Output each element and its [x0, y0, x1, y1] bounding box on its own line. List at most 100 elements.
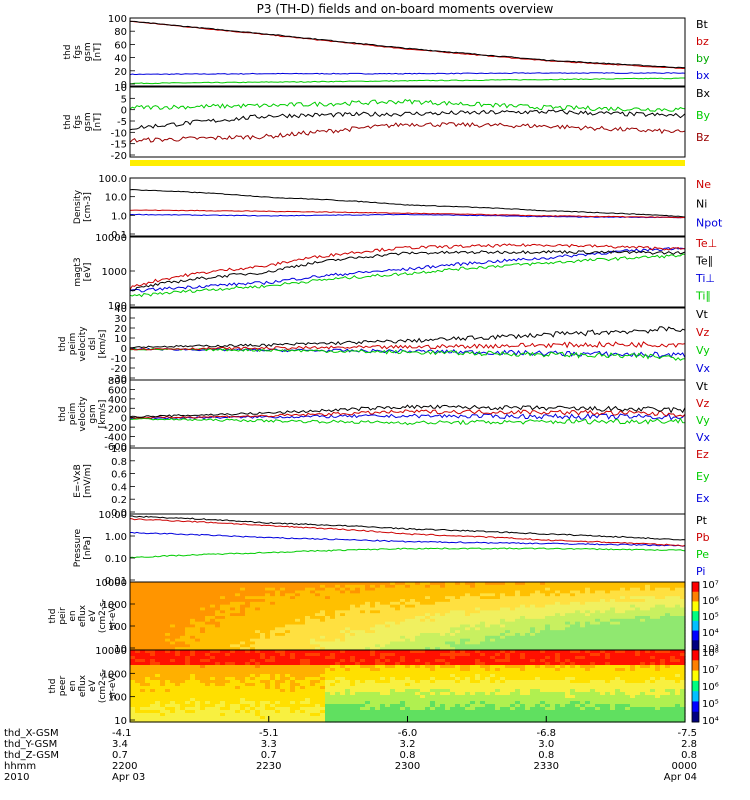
spectrogram-cell [435, 701, 441, 705]
spectrogram-cell [605, 599, 611, 603]
spectrogram-cell [235, 601, 241, 606]
spectrogram-cell [455, 704, 461, 708]
series-line-Vz [129, 340, 686, 351]
spectrogram-cell [380, 707, 386, 711]
spectrogram-cell [190, 644, 196, 648]
spectrogram-cell [215, 716, 221, 720]
spectrogram-cell [345, 610, 351, 614]
spectrogram-cell [535, 621, 541, 626]
spectrogram-cell [135, 692, 141, 696]
spectrogram-cell [400, 653, 406, 657]
spectrogram-cell [185, 704, 191, 708]
spectrogram-cell [170, 695, 176, 699]
spectrogram-cell [650, 618, 656, 623]
spectrogram-cell [260, 656, 266, 660]
spectrogram-cell [270, 680, 276, 684]
spectrogram-cell [395, 656, 401, 660]
spectrogram-cell [480, 582, 486, 586]
spectrogram-cell [535, 644, 541, 648]
spectrogram-cell [305, 650, 311, 654]
spectrogram-cell [495, 707, 501, 711]
spectrogram-cell [500, 692, 506, 696]
spectrogram-cell [230, 716, 236, 720]
spectrogram-cell [445, 590, 451, 594]
spectrogram-cell [290, 680, 296, 684]
spectrogram-cell [325, 698, 331, 702]
spectrogram-cell [310, 582, 316, 586]
spectrogram-cell [530, 713, 536, 717]
spectrogram-cell [250, 593, 256, 597]
spectrogram-cell [230, 633, 236, 637]
spectrogram-cell [275, 633, 281, 637]
spectrogram-cell [350, 596, 356, 600]
spectrogram-cell [450, 692, 456, 696]
spectrogram-cell [525, 650, 531, 654]
spectrogram-cell [335, 601, 341, 606]
spectrogram-cell [505, 613, 511, 617]
spectrogram-cell [155, 707, 161, 711]
spectrogram-cell [205, 704, 211, 708]
spectrogram-cell [410, 707, 416, 711]
spectrogram-cell [220, 596, 226, 600]
spectrogram-cell [150, 707, 156, 711]
spectrogram-cell [395, 650, 401, 654]
spectrogram-cell [425, 713, 431, 717]
spectrogram-cell [160, 692, 166, 696]
spectrogram-cell [485, 692, 491, 696]
spectrogram-cell [185, 635, 191, 640]
spectrogram-cell [370, 624, 376, 628]
spectrogram-cell [390, 656, 396, 660]
spectrogram-cell [360, 653, 366, 657]
y-tick-label: -20 [111, 151, 127, 162]
spectrogram-cell [460, 707, 466, 711]
spectrogram-cell [520, 618, 526, 623]
legend-entry: Ti⊥ [695, 272, 715, 285]
spectrogram-cell [460, 653, 466, 657]
spectrogram-cell [270, 593, 276, 597]
spectrogram-cell [180, 680, 186, 684]
spectrogram-cell [670, 644, 676, 648]
spectrogram-cell [435, 638, 441, 643]
spectrogram-cell [410, 610, 416, 614]
spectrogram-cell [165, 689, 171, 693]
spectrogram-cell [180, 627, 186, 631]
spectrogram-cell [555, 590, 561, 594]
spectrogram-cell [220, 677, 226, 681]
spectrogram-cell [220, 659, 226, 663]
spectrogram-cell [400, 677, 406, 681]
spectrogram-cell [660, 584, 666, 589]
spectrogram-cell [160, 647, 166, 651]
spectrogram-cell [435, 680, 441, 684]
spectrogram-cell [260, 713, 266, 717]
spectrogram-cell [415, 607, 421, 611]
spectrogram-cell [270, 689, 276, 693]
spectrogram-cell [430, 641, 436, 645]
spectrogram-cell [215, 599, 221, 603]
spectrogram-cell [280, 695, 286, 699]
spectrogram-cell [200, 686, 206, 690]
spectrogram-cell [215, 593, 221, 597]
spectrogram-cell [510, 698, 516, 702]
spectrogram-cell [385, 716, 391, 720]
spectrogram-cell [265, 683, 271, 687]
spectrogram-cell [225, 707, 231, 711]
spectrogram-cell [280, 668, 286, 672]
spectrogram-cell [170, 635, 176, 640]
spectrogram-cell [345, 638, 351, 643]
spectrogram-cell [150, 674, 156, 678]
spectrogram-cell [435, 613, 441, 617]
spectrogram-cell [460, 633, 466, 637]
spectrogram-cell [625, 618, 631, 623]
spectrogram-cell [190, 677, 196, 681]
spectrogram-cell [450, 668, 456, 672]
legend-entry: Pb [696, 531, 710, 544]
spectrogram-cell [140, 627, 146, 631]
spectrogram-cell [485, 701, 491, 705]
spectrogram-cell [480, 607, 486, 611]
spectrogram-cell [330, 701, 336, 705]
spectrogram-cell [245, 686, 251, 690]
spectrogram-cell [315, 596, 321, 600]
spectrogram-cell [295, 596, 301, 600]
spectrogram-cell [215, 584, 221, 589]
spectrogram-cell [430, 686, 436, 690]
